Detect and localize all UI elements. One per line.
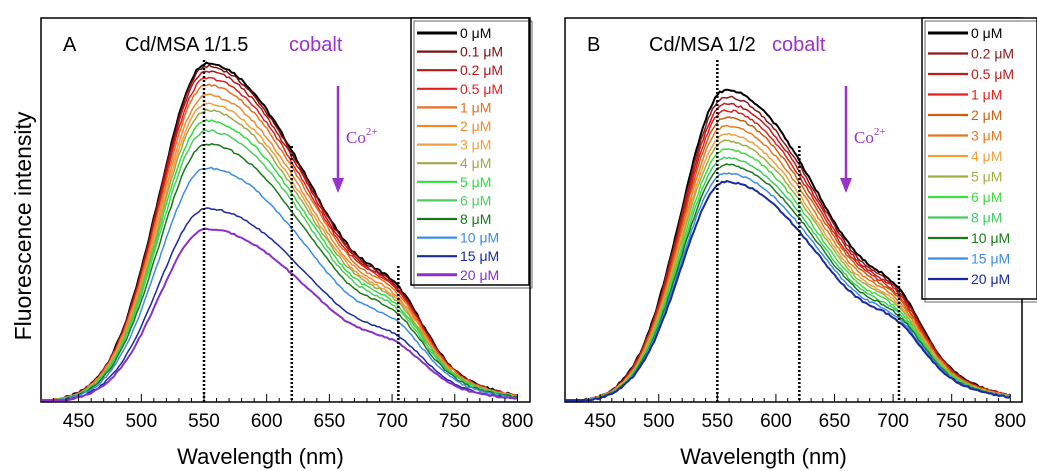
- x-tick-label: 550: [701, 411, 733, 432]
- quench-arrow-annotation: Co2+: [840, 86, 886, 193]
- x-tick-label: 600: [760, 411, 792, 432]
- panel-title-suffix: cobalt: [289, 34, 343, 56]
- legend-box: [410, 17, 530, 286]
- legend-label-2um: 2 μM: [971, 107, 1002, 123]
- x-axis-label: Wavelength (nm): [680, 444, 847, 469]
- panel-a: 450 500 550 600 650 700 750 800 Wavelength (nm) A…: [40, 17, 534, 469]
- x-ticks: 450 500 550 600 650 700 750 800: [53, 394, 534, 432]
- legend-label-15um: 15 μM: [460, 248, 499, 264]
- legend-label-3um: 3 μM: [460, 137, 491, 153]
- panel-title-suffix: cobalt: [772, 34, 826, 56]
- x-tick-label: 450: [63, 411, 95, 432]
- plot-frame: [40, 17, 531, 403]
- quench-arrow-annotation: Co2+: [332, 86, 378, 193]
- legend-label-0p5um: 0.5 μM: [460, 81, 503, 97]
- legend-label-0p5um: 0.5 μM: [971, 66, 1014, 82]
- legend-label-1um: 1 μM: [460, 99, 491, 115]
- legend: 0 μM 0.2 μM 0.5 μM 1 μM 2 μM 3 μM 4 μM 5 μM 6 μM…: [921, 17, 1037, 303]
- y-axis-label: Fluorescence intensity: [10, 111, 36, 340]
- x-tick-label: 450: [584, 411, 616, 432]
- legend-label-8um: 8 μM: [460, 211, 491, 227]
- legend-label-6um: 6 μM: [460, 192, 491, 208]
- x-tick-label: 750: [439, 411, 471, 432]
- series-line-8um: [565, 156, 1011, 402]
- legend-label-20um: 20 μM: [971, 271, 1010, 287]
- legend-label-0p2um: 0.2 μM: [460, 62, 503, 78]
- legend-label-4um: 4 μM: [460, 155, 491, 171]
- legend-label-0p2um: 0.2 μM: [971, 46, 1014, 62]
- legend-label-20um: 20 μM: [460, 267, 499, 283]
- x-tick-label: 800: [994, 411, 1026, 432]
- series-line-6um: [41, 129, 518, 402]
- legend-label-2um: 2 μM: [460, 118, 491, 134]
- x-tick-label: 700: [877, 411, 909, 432]
- panel-b: 450 500 550 600 650 700 750 800 Wavelength (nm) B…: [564, 17, 1037, 469]
- x-axis-label: Wavelength (nm): [177, 444, 344, 469]
- series-line-20um: [565, 180, 1011, 402]
- legend-label-15um: 15 μM: [971, 251, 1010, 267]
- legend-box: [921, 17, 1037, 300]
- legend: 0 μM 0.1 μM 0.2 μM 0.5 μM 1 μM 2 μM 3 μM 4 μM 5 …: [410, 17, 533, 289]
- x-tick-label: 500: [125, 411, 157, 432]
- x-tick-label: 650: [819, 411, 851, 432]
- arrow-head-icon: [332, 178, 344, 193]
- x-ticks: 450 500 550 600 650 700 750 800: [576, 394, 1026, 432]
- panel-letter: A: [63, 34, 77, 56]
- legend-label-0um: 0 μM: [460, 25, 491, 41]
- series-line-5um: [565, 139, 1011, 402]
- x-tick-label: 500: [643, 411, 675, 432]
- legend-label-8um: 8 μM: [971, 210, 1002, 226]
- x-tick-label: 600: [251, 411, 283, 432]
- series-line-20um: [41, 227, 518, 402]
- series-line-15um: [41, 207, 518, 402]
- panel-title: Cd/MSA 1/2: [649, 34, 756, 56]
- legend-label-6um: 6 μM: [971, 189, 1002, 205]
- legend-label-1um: 1 μM: [971, 87, 1002, 103]
- series-line-10um: [41, 166, 518, 402]
- x-tick-label: 750: [936, 411, 968, 432]
- annotation-label: Co2+: [346, 126, 378, 147]
- panel-letter: B: [587, 34, 600, 56]
- legend-label-10um: 10 μM: [971, 230, 1010, 246]
- legend-label-0p1um: 0.1 μM: [460, 44, 503, 60]
- series-line-8um: [41, 142, 518, 402]
- legend-label-5um: 5 μM: [971, 169, 1002, 185]
- legend-label-5um: 5 μM: [460, 174, 491, 190]
- x-tick-label: 800: [502, 411, 534, 432]
- legend-label-10um: 10 μM: [460, 230, 499, 246]
- arrow-head-icon: [840, 178, 852, 193]
- series-line-1um: [41, 83, 518, 402]
- series-lines: [565, 88, 1011, 402]
- x-tick-label: 700: [376, 411, 408, 432]
- x-tick-label: 650: [314, 411, 346, 432]
- legend-label-0um: 0 μM: [971, 25, 1002, 41]
- annotation-label: Co2+: [854, 126, 886, 147]
- panel-title: Cd/MSA 1/1.5: [125, 34, 248, 56]
- legend-label-4um: 4 μM: [971, 148, 1002, 164]
- legend-label-3um: 3 μM: [971, 128, 1002, 144]
- x-tick-label: 550: [188, 411, 220, 432]
- series-lines: [41, 61, 519, 402]
